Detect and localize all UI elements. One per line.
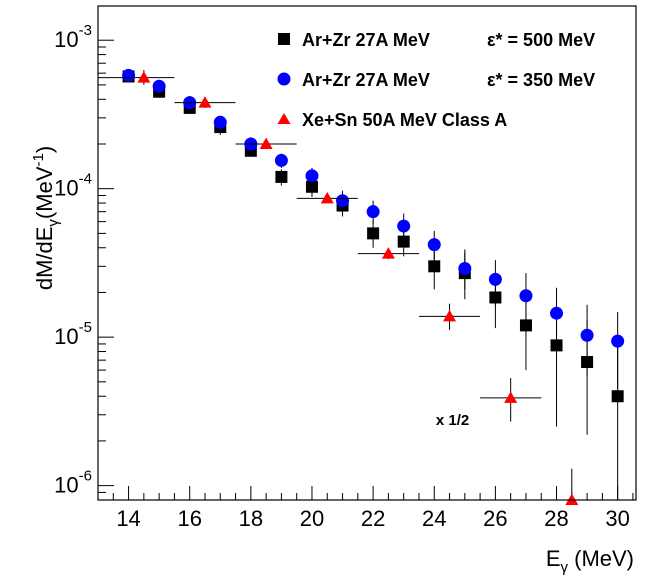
data-point-circle (336, 194, 350, 208)
y-tick-label: 10-6 (54, 468, 92, 498)
data-point-triangle (565, 493, 579, 505)
data-point-triangle (381, 247, 395, 259)
data-point-square (397, 235, 410, 248)
data-point-circle (519, 289, 533, 303)
legend-energy-500: ε* = 500 MeV (487, 30, 595, 50)
data-point-circle (611, 334, 625, 348)
data-point-circle (122, 68, 136, 82)
y-tick-label: 10-5 (54, 319, 92, 349)
x-tick-label: 24 (422, 506, 446, 531)
scale-annotation: x 1/2 (436, 412, 469, 429)
legend-circle-marker (277, 72, 291, 86)
legend-triangle-marker (277, 113, 291, 124)
data-point-triangle (259, 137, 273, 149)
x-tick-label: 20 (300, 506, 324, 531)
x-tick-label: 30 (605, 506, 629, 531)
legend-item-500: Ar+Zr 27A MeV ε* = 500 MeV (278, 30, 595, 50)
legend-energy-350: ε* = 350 MeV (487, 70, 595, 90)
legend-square-marker (278, 33, 290, 45)
data-point-circle (152, 79, 166, 93)
legend-label-350: Ar+Zr 27A MeV (302, 70, 430, 90)
data-point-circle (366, 205, 380, 219)
y-tick-label: 10-4 (54, 171, 92, 201)
y-axis-title: dM/dEγ(MeV-1) (30, 146, 62, 290)
data-point-circle (397, 219, 411, 233)
data-point-circle (274, 153, 288, 167)
data-point-circle (550, 306, 564, 320)
legend-label-500: Ar+Zr 27A MeV (302, 30, 430, 50)
data-point-square (275, 170, 288, 183)
y-tick-label: 10-3 (54, 22, 92, 52)
x-tick-label: 16 (177, 506, 201, 531)
x-tick-label: 22 (361, 506, 385, 531)
x-axis-title: Eγ (MeV) (546, 546, 634, 576)
data-point-circle (427, 238, 441, 252)
legend-label-xesn: Xe+Sn 50A MeV Class A (302, 110, 507, 130)
data-point-circle (488, 272, 502, 286)
data-point-circle (305, 169, 319, 183)
series-triangle (98, 70, 603, 505)
y-tick-labels: 10-6 10-5 10-4 10-3 (54, 22, 92, 497)
data-point-circle (580, 328, 594, 342)
legend-item-xesn: Xe+Sn 50A MeV Class A (277, 110, 507, 130)
data-point-circle (213, 115, 227, 129)
x-tick-labels: 14 16 18 20 22 24 26 28 30 (116, 506, 630, 531)
data-point-square (428, 260, 441, 273)
x-tick-label: 18 (239, 506, 263, 531)
legend-item-350: Ar+Zr 27A MeV ε* = 350 MeV (277, 70, 595, 90)
legend: Ar+Zr 27A MeV ε* = 500 MeV Ar+Zr 27A MeV… (277, 30, 595, 130)
data-point-triangle (504, 391, 518, 403)
data-point-triangle (137, 71, 151, 83)
x-tick-label: 14 (116, 506, 140, 531)
data-point-square (367, 227, 380, 240)
plot-frame (97, 5, 637, 501)
x-tick-label: 26 (483, 506, 507, 531)
x-tick-label: 28 (544, 506, 568, 531)
data-point-triangle (443, 309, 457, 322)
data-point-triangle (198, 96, 212, 108)
data-point-square (611, 390, 624, 403)
data-point-circle (458, 261, 472, 275)
data-point-triangle (320, 191, 334, 204)
data-point-square (305, 180, 318, 193)
data-series (98, 68, 625, 505)
